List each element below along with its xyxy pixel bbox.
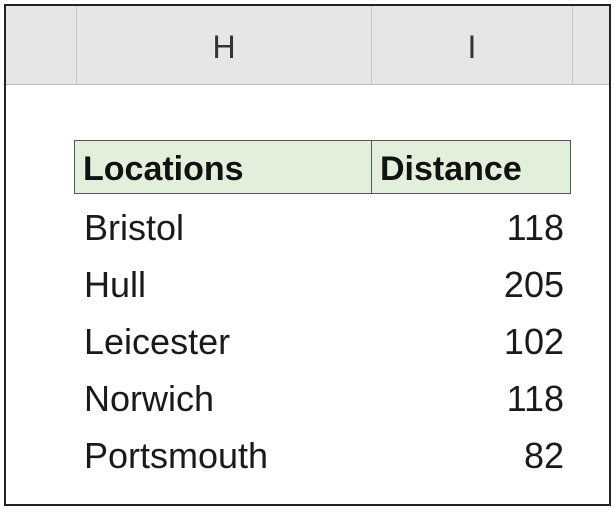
cell-distance[interactable]: 82 (523, 435, 564, 476)
cell-location[interactable]: Norwich (84, 378, 215, 419)
column-divider[interactable] (371, 6, 372, 84)
cell-distance[interactable]: 102 (503, 321, 564, 362)
column-header-i[interactable]: I (467, 29, 477, 65)
cell-location[interactable]: Portsmouth (84, 435, 269, 476)
cell-location[interactable]: Leicester (84, 321, 231, 362)
header-cell-locations[interactable]: Locations (74, 140, 372, 194)
cell-location[interactable]: Bristol (84, 207, 185, 248)
column-header-bar: H I (6, 6, 609, 85)
column-divider[interactable] (76, 6, 77, 84)
column-header-h[interactable]: H (212, 29, 236, 65)
cell-location[interactable]: Hull (84, 264, 147, 305)
spreadsheet-view: H I Locations Distance Bristol 118 Hull … (4, 4, 611, 506)
cell-distance[interactable]: 205 (503, 264, 564, 305)
cell-distance[interactable]: 118 (506, 378, 564, 419)
cell-distance[interactable]: 118 (506, 207, 564, 248)
column-divider[interactable] (572, 6, 573, 84)
header-cell-distance[interactable]: Distance (371, 140, 571, 194)
